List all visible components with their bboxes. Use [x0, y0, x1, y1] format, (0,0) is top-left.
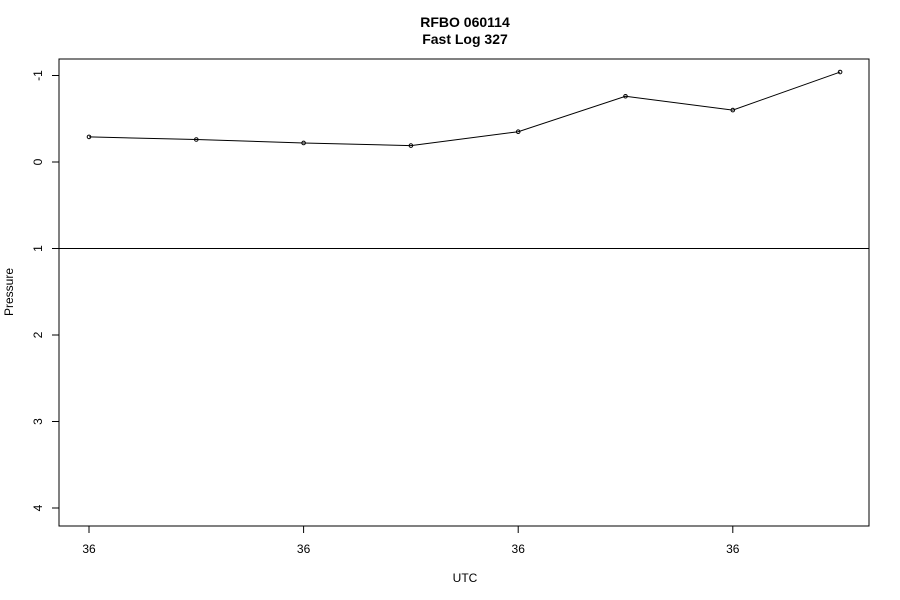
y-tick-label: 4: [31, 504, 45, 511]
chart-subtitle: Fast Log 327: [422, 31, 508, 47]
x-axis-label: UTC: [453, 571, 478, 585]
data-point: [730, 107, 736, 113]
x-tick-label: 36: [297, 542, 311, 556]
y-tick-label: 2: [31, 331, 45, 338]
y-axis: -1 0 1 2 3 4: [31, 70, 59, 511]
y-tick-label: -1: [31, 70, 45, 81]
chart-title: RFBO 060114: [420, 14, 510, 30]
data-point: [515, 129, 521, 135]
y-tick-label: 1: [31, 245, 45, 252]
plot-area-frame: [58, 58, 870, 527]
data-point: [837, 69, 843, 75]
data-point: [623, 93, 628, 99]
y-tick-label: 3: [31, 418, 45, 425]
y-axis-label: Pressure: [2, 268, 16, 316]
data-point: [301, 140, 306, 146]
data-point: [194, 137, 199, 142]
series-group: [86, 69, 843, 148]
x-tick-label: 36: [726, 542, 740, 556]
data-point: [86, 134, 92, 140]
y-tick-label: 0: [31, 158, 45, 165]
x-tick-label: 36: [512, 542, 526, 556]
x-axis: 36 36 36 36: [82, 526, 740, 556]
x-tick-label: 36: [82, 542, 96, 556]
series-line: [88, 71, 841, 147]
data-point: [408, 143, 414, 148]
